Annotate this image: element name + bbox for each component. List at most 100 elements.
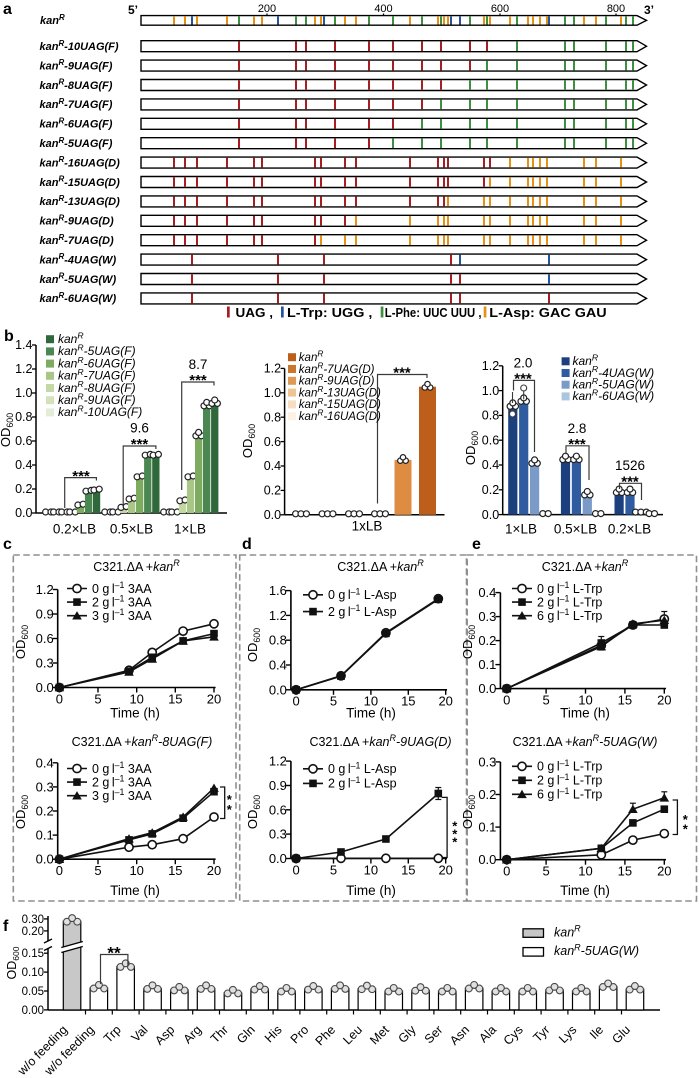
svg-text:2 g l–1 L-Trp: 2 g l–1 L-Trp xyxy=(537,594,602,610)
svg-text:kanR-10UAG(F): kanR-10UAG(F) xyxy=(40,39,119,53)
svg-text:L-Asp: GAC GAU: L-Asp: GAC GAU xyxy=(489,306,606,320)
svg-text:10: 10 xyxy=(364,862,378,877)
svg-text:1526: 1526 xyxy=(615,458,645,473)
svg-text:0.8: 0.8 xyxy=(269,633,287,648)
svg-text:kanR-13UAG(D): kanR-13UAG(D) xyxy=(40,194,121,208)
svg-text:3’: 3’ xyxy=(644,3,654,17)
svg-text:0 g l–1 L-Asp: 0 g l–1 L-Asp xyxy=(328,586,397,602)
svg-text:*: * xyxy=(683,812,689,827)
svg-text:0.6: 0.6 xyxy=(15,434,32,448)
svg-text:0.15: 0.15 xyxy=(22,948,44,960)
svg-text:C321.ΔA +kanR-8UAG(F): C321.ΔA +kanR-8UAG(F) xyxy=(72,733,213,749)
svg-text:2 g l–1 L-Asp: 2 g l–1 L-Asp xyxy=(328,603,397,619)
svg-text:20: 20 xyxy=(657,692,671,707)
svg-text:kanR-7UAG(D): kanR-7UAG(D) xyxy=(40,233,115,247)
svg-text:kanR-4UAG(W): kanR-4UAG(W) xyxy=(40,252,117,266)
svg-text:0.0: 0.0 xyxy=(269,682,287,697)
svg-text:0.1: 0.1 xyxy=(478,657,496,672)
svg-text:e: e xyxy=(472,536,481,553)
svg-text:0.6: 0.6 xyxy=(269,802,287,817)
svg-text:0.30: 0.30 xyxy=(22,914,44,926)
svg-text:0: 0 xyxy=(56,691,63,706)
svg-text:0.2: 0.2 xyxy=(36,804,54,819)
svg-text:0: 0 xyxy=(292,694,299,709)
svg-text:0.0: 0.0 xyxy=(482,508,499,522)
svg-text:5: 5 xyxy=(94,691,101,706)
svg-text:kanR-6UAG(F): kanR-6UAG(F) xyxy=(40,116,113,130)
svg-text:C321.ΔA +kanR: C321.ΔA +kanR xyxy=(93,558,180,574)
svg-text:0.6: 0.6 xyxy=(482,433,499,447)
svg-text:0.9: 0.9 xyxy=(269,778,287,793)
svg-text:0.6: 0.6 xyxy=(264,435,281,449)
svg-text:2 g l–1 3AA: 2 g l–1 3AA xyxy=(92,594,152,610)
svg-text:d: d xyxy=(242,536,252,553)
svg-text:0.5×LB: 0.5×LB xyxy=(554,522,597,537)
svg-text:3 g l–1 3AA: 3 g l–1 3AA xyxy=(92,787,152,803)
svg-text:0.4: 0.4 xyxy=(15,458,32,472)
svg-text:1.0: 1.0 xyxy=(15,386,32,400)
svg-text:**: ** xyxy=(107,944,121,963)
svg-text:0.20: 0.20 xyxy=(22,926,44,938)
svg-text:0.4: 0.4 xyxy=(36,755,54,770)
svg-text:0.0: 0.0 xyxy=(269,851,287,866)
svg-text:0.4: 0.4 xyxy=(478,585,496,600)
svg-text:0.8: 0.8 xyxy=(15,410,32,424)
svg-text:C321.ΔA +kanR: C321.ΔA +kanR xyxy=(542,558,629,574)
svg-text:800: 800 xyxy=(607,3,625,15)
svg-text:0.3: 0.3 xyxy=(478,754,496,769)
svg-text:0 g l–1 L-Trp: 0 g l–1 L-Trp xyxy=(537,580,602,596)
svg-text:1xLB: 1xLB xyxy=(352,519,383,534)
svg-text:kanR-5UAG(W): kanR-5UAG(W) xyxy=(40,272,117,286)
svg-text:kanR-9UAG(F): kanR-9UAG(F) xyxy=(40,58,113,72)
svg-text:0.0: 0.0 xyxy=(36,680,54,695)
svg-text:1.0: 1.0 xyxy=(264,386,281,400)
svg-text:10: 10 xyxy=(129,863,143,878)
svg-text:Time (h): Time (h) xyxy=(110,883,160,898)
svg-text:C321.ΔA +kanR-9UAG(D): C321.ΔA +kanR-9UAG(D) xyxy=(309,733,451,749)
svg-text:0.8: 0.8 xyxy=(482,409,499,423)
svg-text:5: 5 xyxy=(542,692,549,707)
svg-text:0.5×LB: 0.5×LB xyxy=(110,522,153,537)
svg-text:0.10: 0.10 xyxy=(22,967,44,979)
svg-text:5’: 5’ xyxy=(128,3,138,17)
svg-text:c: c xyxy=(3,536,12,553)
svg-text:kanR-9UAG(D): kanR-9UAG(D) xyxy=(40,213,115,227)
svg-text:15: 15 xyxy=(168,863,182,878)
svg-text:0.4: 0.4 xyxy=(269,658,287,673)
svg-text:1.6: 1.6 xyxy=(269,583,287,598)
svg-text:Time (h): Time (h) xyxy=(346,883,396,898)
svg-text:a: a xyxy=(3,1,12,18)
svg-text:*: * xyxy=(452,827,458,842)
svg-text:0.05: 0.05 xyxy=(22,986,44,998)
svg-text:0.0: 0.0 xyxy=(478,852,496,867)
svg-text:0.2×LB: 0.2×LB xyxy=(53,522,96,537)
svg-text:0.4: 0.4 xyxy=(264,459,281,473)
svg-text:1.2: 1.2 xyxy=(482,359,499,373)
svg-text:kanR: kanR xyxy=(40,13,65,27)
svg-text:L-Trp: UGG ,: L-Trp: UGG , xyxy=(287,306,372,320)
svg-text:600: 600 xyxy=(491,3,509,15)
svg-text:200: 200 xyxy=(258,3,276,15)
svg-text:1.2: 1.2 xyxy=(15,362,32,376)
svg-text:kanR-6UAG(W): kanR-6UAG(W) xyxy=(573,388,655,404)
svg-text:6 g l–1 L-Trp: 6 g l–1 L-Trp xyxy=(537,607,602,623)
svg-text:L-Phe: UUC UUU ,: L-Phe: UUC UUU , xyxy=(385,306,482,320)
svg-text:1×LB: 1×LB xyxy=(505,522,537,537)
svg-text:2.0: 2.0 xyxy=(514,355,533,370)
svg-text:kanR: kanR xyxy=(58,330,84,346)
svg-text:kanR-5UAG(F): kanR-5UAG(F) xyxy=(40,136,113,150)
svg-text:Time (h): Time (h) xyxy=(110,706,160,721)
svg-text:***: *** xyxy=(568,436,586,453)
svg-text:0.3: 0.3 xyxy=(36,779,54,794)
svg-text:0 g l–1 L-Trp: 0 g l–1 L-Trp xyxy=(537,758,602,774)
svg-text:15: 15 xyxy=(401,694,415,709)
svg-text:2 g l–1 L-Asp: 2 g l–1 L-Asp xyxy=(328,775,397,791)
svg-text:kanR: kanR xyxy=(573,353,599,369)
svg-text:kanR-8UAG(F): kanR-8UAG(F) xyxy=(40,78,113,92)
svg-text:0.2: 0.2 xyxy=(15,482,32,496)
svg-text:0.8: 0.8 xyxy=(264,410,281,424)
svg-text:0.00: 0.00 xyxy=(22,1005,44,1017)
svg-text:*: * xyxy=(452,835,458,850)
svg-text:***: *** xyxy=(514,370,532,387)
svg-text:0.2: 0.2 xyxy=(482,483,499,497)
